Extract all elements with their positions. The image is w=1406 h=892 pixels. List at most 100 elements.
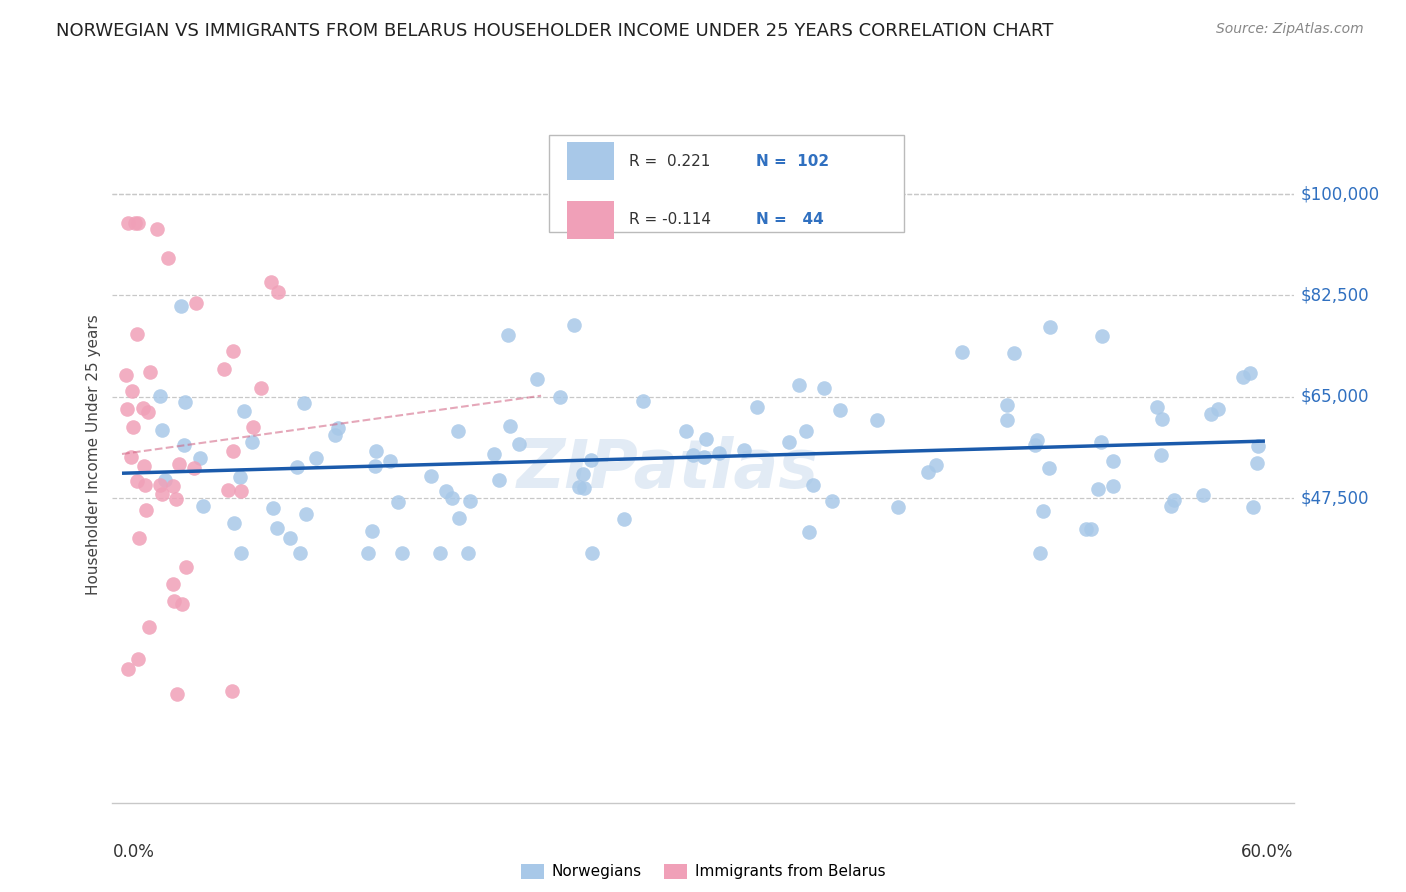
- Text: Source: ZipAtlas.com: Source: ZipAtlas.com: [1216, 22, 1364, 37]
- Point: [305, 451, 328, 466]
- Point: [1206, 402, 1229, 417]
- Point: [447, 424, 470, 438]
- Point: [364, 458, 387, 473]
- Text: N =   44: N = 44: [756, 212, 824, 227]
- Point: [163, 593, 186, 607]
- Point: [709, 446, 731, 460]
- Point: [801, 478, 824, 492]
- Point: [193, 499, 215, 513]
- Point: [950, 344, 973, 359]
- Point: [887, 500, 910, 515]
- Point: [127, 216, 149, 230]
- Point: [162, 479, 184, 493]
- Point: [925, 458, 948, 472]
- Point: [579, 453, 602, 467]
- Point: [794, 424, 817, 438]
- Point: [132, 458, 155, 473]
- Point: [695, 432, 717, 446]
- Point: [799, 525, 821, 540]
- Point: [214, 361, 236, 376]
- Point: [778, 434, 800, 449]
- Point: [1160, 500, 1182, 514]
- Text: $100,000: $100,000: [1301, 185, 1379, 203]
- Point: [250, 381, 273, 395]
- Point: [1232, 370, 1254, 384]
- Point: [1087, 482, 1109, 496]
- Text: $82,500: $82,500: [1301, 286, 1369, 304]
- Text: $47,500: $47,500: [1301, 490, 1369, 508]
- Point: [1150, 448, 1173, 462]
- Point: [127, 652, 149, 666]
- Point: [1239, 366, 1261, 380]
- Point: [568, 481, 591, 495]
- Point: [572, 467, 595, 481]
- Point: [183, 460, 205, 475]
- Y-axis label: Householder Income Under 25 years: Householder Income Under 25 years: [86, 315, 101, 595]
- Point: [138, 405, 160, 419]
- Point: [675, 424, 697, 438]
- Point: [682, 448, 704, 462]
- Point: [149, 389, 172, 403]
- Point: [153, 473, 176, 487]
- Point: [581, 546, 603, 561]
- Point: [813, 381, 835, 395]
- Point: [117, 662, 139, 676]
- Point: [499, 419, 522, 434]
- Point: [173, 395, 195, 409]
- Text: 0.0%: 0.0%: [112, 843, 155, 861]
- FancyBboxPatch shape: [567, 142, 614, 180]
- Point: [323, 428, 346, 442]
- Point: [122, 420, 145, 434]
- Point: [733, 442, 755, 457]
- Point: [1080, 522, 1102, 536]
- Point: [1002, 346, 1025, 360]
- Point: [120, 450, 142, 464]
- Point: [787, 377, 810, 392]
- Point: [242, 434, 264, 449]
- Point: [1247, 439, 1270, 453]
- Point: [548, 390, 571, 404]
- Point: [1090, 435, 1112, 450]
- Point: [366, 444, 388, 458]
- FancyBboxPatch shape: [567, 201, 614, 239]
- Point: [288, 546, 311, 561]
- Point: [231, 546, 253, 561]
- Point: [391, 546, 413, 561]
- Point: [1029, 546, 1052, 561]
- Point: [125, 474, 148, 488]
- Point: [222, 343, 245, 358]
- Point: [146, 222, 169, 236]
- Text: ZIPatlas: ZIPatlas: [516, 436, 818, 502]
- Legend: Norwegians, Immigrants from Belarus: Norwegians, Immigrants from Belarus: [515, 857, 891, 886]
- Point: [242, 420, 264, 434]
- Point: [173, 438, 195, 452]
- Point: [172, 598, 194, 612]
- Point: [184, 296, 207, 310]
- Point: [117, 401, 139, 416]
- Point: [262, 500, 284, 515]
- Point: [121, 384, 143, 399]
- Point: [139, 365, 162, 379]
- Point: [572, 481, 595, 495]
- Point: [995, 413, 1018, 427]
- Point: [429, 546, 451, 561]
- Point: [233, 404, 256, 418]
- Text: R = -0.114: R = -0.114: [628, 212, 710, 227]
- Point: [1076, 522, 1098, 536]
- Text: 60.0%: 60.0%: [1241, 843, 1294, 861]
- Point: [162, 577, 184, 591]
- Point: [149, 478, 172, 492]
- Point: [745, 400, 768, 414]
- Point: [1241, 500, 1264, 515]
- Point: [356, 546, 378, 561]
- Point: [387, 495, 409, 509]
- Text: R =  0.221: R = 0.221: [628, 153, 710, 169]
- Point: [128, 531, 150, 545]
- Point: [995, 398, 1018, 412]
- Point: [222, 516, 245, 530]
- Point: [1102, 479, 1125, 493]
- Point: [526, 372, 548, 386]
- Point: [458, 493, 481, 508]
- Point: [488, 473, 510, 487]
- Point: [508, 436, 530, 450]
